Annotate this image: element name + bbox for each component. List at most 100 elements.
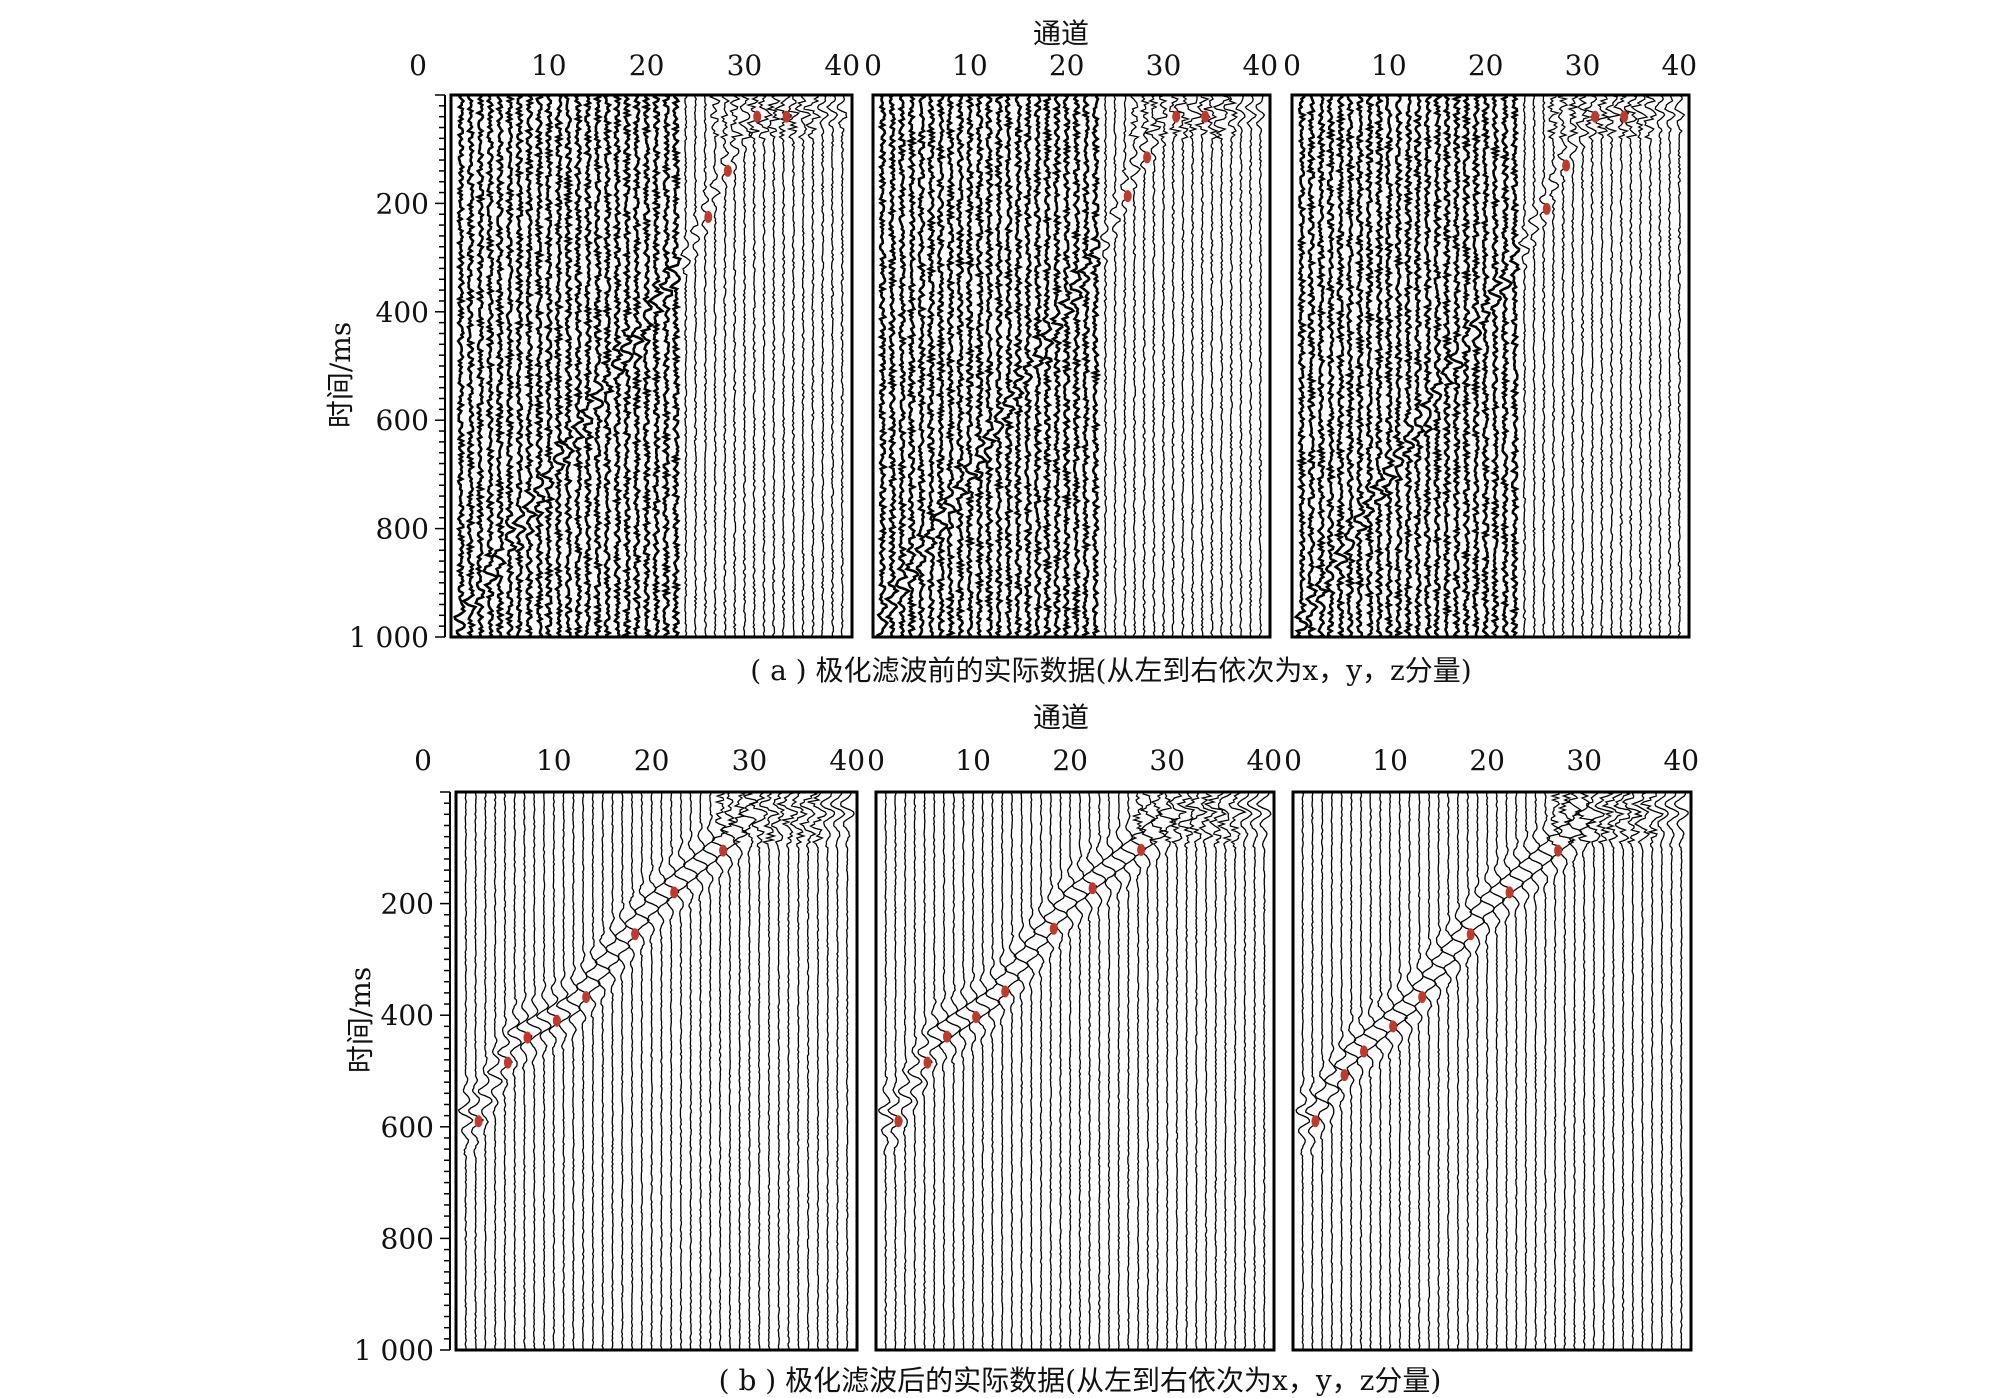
trace-channel-9: [955, 791, 971, 1351]
trace-channel-17: [610, 93, 626, 638]
event-peak-highlight: [474, 1115, 483, 1128]
trace-channel-36: [1212, 94, 1231, 638]
event-peak-highlight: [942, 1030, 951, 1043]
trace-channel-7: [511, 93, 527, 638]
trace-channel-6: [503, 94, 518, 638]
trace-channel-19: [630, 94, 645, 638]
trace-channel-40: [1673, 791, 1689, 1351]
y-tick-label: 800: [381, 1222, 434, 1255]
x-tick-label: 40: [829, 744, 865, 777]
trace-channel-1: [875, 94, 890, 639]
trace-channel-2: [1304, 791, 1320, 1350]
y-axis-a: 200 400 600 800 1 000 0: [349, 49, 446, 654]
trace-channel-40: [1255, 791, 1272, 1351]
trace-channel-1: [1293, 94, 1309, 639]
event-peak-highlight: [552, 1014, 561, 1027]
trace-channel-26: [1120, 791, 1137, 1351]
trace-channel-28: [1138, 791, 1156, 1351]
trace-channel-31: [1168, 94, 1183, 638]
trace-channel-38: [1654, 94, 1666, 638]
trace-channel-26: [702, 791, 719, 1351]
event-peak-highlight: [1542, 202, 1551, 215]
trace-channel-23: [673, 792, 689, 1351]
y-tick-label: 800: [376, 513, 429, 546]
trace-channel-34: [773, 94, 792, 638]
trace-channel-36: [1630, 94, 1649, 638]
trace-channel-14: [1004, 791, 1020, 1351]
y-tick-label: 1 000: [354, 1334, 434, 1367]
trace-channel-29: [729, 94, 744, 638]
trace-channel-2: [1304, 94, 1319, 639]
trace-channel-30: [737, 791, 759, 1351]
x-tick-label: 20: [1468, 49, 1504, 82]
trace-channel-3: [1314, 791, 1330, 1351]
trace-channel-30: [1573, 791, 1595, 1351]
panel-frame: [449, 93, 854, 639]
trace-channel-35: [789, 791, 808, 1350]
x-tick-label: 0: [1284, 744, 1302, 777]
trace-channel-4: [1323, 791, 1340, 1351]
x-tick-label: 20: [634, 744, 670, 777]
trace-channel-1: [877, 791, 894, 1351]
caption-b: ( b ) 极化滤波后的实际数据(从左到右依次为x，y，z分量): [719, 1364, 1442, 1397]
trace-channel-8: [942, 93, 959, 639]
trace-channel-27: [1128, 94, 1142, 638]
trace-channel-38: [817, 94, 830, 638]
trace-channel-22: [1081, 791, 1098, 1351]
trace-channel-14: [1417, 94, 1434, 638]
trace-channel-15: [1013, 791, 1030, 1351]
trace-channel-21: [1068, 94, 1085, 639]
trace-channel-28: [1556, 791, 1575, 1351]
trace-channel-37: [807, 791, 828, 1351]
trace-channel-10: [538, 93, 556, 639]
x-tick-label: 30: [1565, 49, 1601, 82]
trace-channel-17: [1031, 94, 1047, 639]
y-tick-label: 200: [376, 187, 429, 220]
trace-channel-19: [1052, 791, 1069, 1351]
trace-channel-9: [1368, 94, 1388, 638]
trace-channel-24: [1518, 791, 1533, 1351]
trace-channel-23: [1091, 791, 1107, 1351]
trace-channel-27: [710, 791, 730, 1351]
panels-b: 10 20 30 40 0 10 20 30 40 0 10 20 30 40: [454, 744, 1699, 1352]
trace-channel-23: [666, 94, 683, 638]
event-peak-highlight: [1466, 928, 1475, 941]
trace-channel-20: [1479, 791, 1495, 1351]
event-peak-highlight: [1311, 1115, 1320, 1128]
trace-channel-31: [1168, 791, 1187, 1351]
trace-channel-13: [575, 791, 591, 1351]
trace-channel-21: [654, 792, 670, 1351]
trace-channel-23: [1508, 94, 1521, 638]
trace-channel-26: [1538, 94, 1550, 638]
trace-channel-14: [1000, 94, 1017, 638]
trace-channel-25: [692, 792, 709, 1351]
trace-channel-32: [755, 94, 774, 638]
event-peak-highlight: [719, 844, 728, 857]
trace-channel-16: [1021, 94, 1035, 638]
trace-channel-25: [1109, 94, 1121, 638]
trace-channel-38: [1235, 94, 1246, 638]
x-tick-label: 40: [1242, 49, 1278, 82]
event-peak-highlight: [670, 886, 679, 899]
trace-channel-4: [1323, 94, 1339, 639]
trace-channel-1: [457, 791, 474, 1350]
event-peak-highlight: [1418, 991, 1427, 1004]
trace-channel-10: [546, 791, 561, 1351]
trace-channel-21: [1487, 94, 1504, 638]
trace-channel-7: [936, 791, 952, 1351]
trace-channel-39: [1664, 94, 1676, 638]
trace-channel-30: [737, 94, 754, 638]
trace-channel-22: [1076, 93, 1094, 638]
bottom-xlabel: 通道: [1033, 701, 1089, 734]
trace-channel-15: [1431, 791, 1447, 1351]
trace-channel-3: [477, 791, 493, 1351]
trace-channel-16: [1024, 791, 1040, 1351]
x-tick-label-zero: 0: [414, 744, 432, 777]
event-peak-highlight: [1554, 844, 1563, 857]
x-tick-label: 20: [629, 49, 665, 82]
trace-channel-13: [569, 93, 586, 639]
trace-channel-33: [1183, 94, 1203, 638]
panel-frame: [1290, 93, 1691, 639]
trace-channel-7: [1353, 791, 1369, 1351]
trace-channel-7: [1353, 94, 1369, 638]
